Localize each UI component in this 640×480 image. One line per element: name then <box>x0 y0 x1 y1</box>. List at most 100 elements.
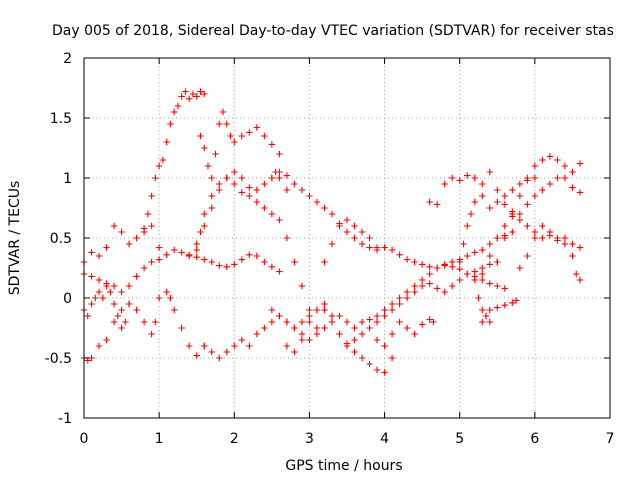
data-point <box>546 228 554 236</box>
data-point <box>193 352 200 359</box>
data-point <box>328 318 336 326</box>
data-point <box>152 174 159 182</box>
data-point <box>411 282 418 290</box>
data-point <box>167 294 174 302</box>
data-point <box>95 276 103 284</box>
data-point <box>366 360 373 368</box>
data-point <box>155 256 163 263</box>
data-point <box>148 192 155 200</box>
series-track-6 <box>140 88 208 236</box>
data-point <box>197 132 204 140</box>
data-point <box>276 174 283 182</box>
data-point <box>92 294 99 302</box>
data-point <box>140 228 148 236</box>
data-point <box>216 186 223 194</box>
data-point <box>351 324 358 332</box>
data-point <box>148 330 155 338</box>
x-axis-label: GPS time / hours <box>285 458 402 474</box>
data-point <box>298 282 306 290</box>
data-point <box>343 228 351 236</box>
data-point <box>231 180 238 188</box>
data-point <box>509 213 516 220</box>
data-point <box>411 258 418 266</box>
data-point <box>403 324 411 332</box>
data-point <box>561 240 569 248</box>
data-point <box>125 300 133 308</box>
y-tick-label: 1 <box>63 171 72 187</box>
data-point <box>569 240 576 248</box>
data-point <box>99 294 106 302</box>
data-point <box>313 198 321 206</box>
data-point <box>494 282 501 290</box>
data-point <box>208 348 215 356</box>
data-point <box>531 228 539 236</box>
data-point <box>479 180 486 188</box>
data-point <box>471 268 478 275</box>
data-point <box>216 262 223 269</box>
data-point <box>426 198 433 206</box>
x-tick-label: 2 <box>230 431 239 447</box>
data-point <box>449 282 456 290</box>
data-point <box>381 244 388 251</box>
data-point <box>261 258 268 266</box>
data-point <box>366 316 373 323</box>
data-point <box>110 282 118 290</box>
data-point <box>276 168 283 176</box>
x-tick-label: 4 <box>380 431 389 447</box>
series-track-5 <box>80 222 163 266</box>
series-track-18 <box>479 174 584 278</box>
data-point <box>336 222 343 230</box>
series-track-7 <box>197 108 283 182</box>
data-point <box>516 210 524 218</box>
data-point <box>204 162 212 170</box>
data-point <box>321 258 328 266</box>
data-point <box>569 168 576 176</box>
x-tick-label: 5 <box>455 431 464 447</box>
data-point <box>88 300 95 308</box>
data-point <box>524 222 531 230</box>
grid-lines <box>84 58 610 418</box>
data-point <box>343 340 351 347</box>
data-point <box>186 342 193 350</box>
data-point <box>238 189 245 196</box>
data-point <box>193 246 200 254</box>
data-point <box>426 316 433 323</box>
data-point <box>306 192 313 200</box>
data-point <box>351 348 358 356</box>
data-point <box>133 234 140 242</box>
data-point <box>118 228 125 236</box>
data-point <box>110 318 118 326</box>
data-point <box>479 306 486 314</box>
data-point <box>178 93 185 100</box>
data-point <box>456 177 463 184</box>
data-point <box>494 304 501 311</box>
data-point <box>358 354 366 362</box>
data-point <box>118 324 125 332</box>
data-point <box>298 318 306 326</box>
data-point <box>343 216 351 224</box>
series-track-20 <box>479 297 520 326</box>
data-point <box>107 288 114 296</box>
data-point <box>539 234 546 242</box>
x-tick-label: 3 <box>305 431 314 447</box>
data-point <box>133 306 140 314</box>
data-point <box>539 186 546 194</box>
x-tick-label: 6 <box>530 431 539 447</box>
data-point <box>95 252 103 260</box>
data-point <box>524 201 531 208</box>
data-point <box>291 324 298 332</box>
data-point <box>449 258 456 266</box>
data-point <box>561 162 569 170</box>
data-point <box>321 204 328 212</box>
data-point <box>223 263 230 270</box>
data-point <box>486 280 493 287</box>
data-point <box>152 318 159 326</box>
data-point <box>576 189 584 196</box>
data-point <box>283 318 291 326</box>
series-track-19 <box>516 222 584 284</box>
data-point <box>516 192 524 200</box>
data-point <box>516 264 524 272</box>
data-point <box>456 276 463 284</box>
data-point <box>501 201 508 208</box>
x-tick-label: 0 <box>80 431 89 447</box>
